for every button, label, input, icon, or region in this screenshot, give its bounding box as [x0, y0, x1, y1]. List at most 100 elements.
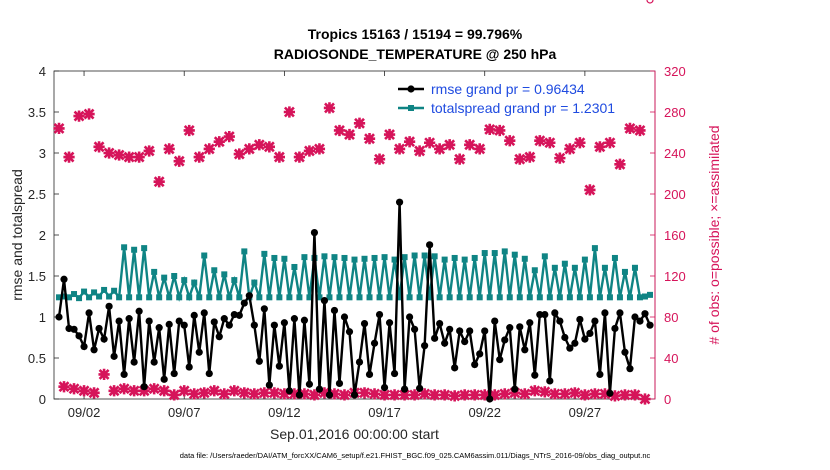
totalspread-point: [106, 293, 113, 300]
obs-assimilated-marker: [108, 385, 120, 397]
obs-assimilated-marker: [158, 385, 170, 397]
rmse-point: [461, 338, 469, 346]
obs-assimilated-marker: [333, 124, 346, 137]
rmse-point: [476, 350, 484, 358]
rmse-series: [55, 198, 654, 403]
legend-spread-marker: [408, 105, 414, 111]
obs-assimilated-marker: [308, 389, 321, 401]
totalspread-point: [346, 294, 353, 301]
obs-assimilated-marker: [283, 106, 296, 118]
y-tick-label: 1.5: [28, 269, 46, 284]
rmse-point: [551, 309, 559, 317]
obs-assimilated-marker: [579, 389, 591, 401]
rmse-point: [255, 357, 263, 365]
rmse-point: [90, 346, 98, 354]
rmse-point: [506, 324, 514, 332]
totalspread-point: [321, 253, 328, 260]
obs-assimilated-marker: [614, 158, 626, 170]
rmse-point: [285, 387, 293, 395]
totalspread-point: [316, 294, 323, 301]
rmse-point: [260, 305, 268, 313]
obs-assimilated-marker: [388, 389, 401, 401]
totalspread-point: [141, 245, 148, 252]
rmse-point: [621, 348, 629, 356]
rmse-point: [486, 395, 494, 403]
totalspread-point: [296, 294, 303, 301]
obs-possible-marker: [646, 0, 654, 4]
obs-assimilated-marker: [248, 388, 260, 400]
rmse-point: [225, 321, 233, 329]
obs-assimilated-marker: [193, 151, 205, 163]
totalspread-point: [446, 294, 453, 301]
obs-assimilated-marker: [338, 389, 351, 401]
rmse-point: [330, 306, 339, 315]
totalspread-point: [631, 264, 638, 271]
totalspread-point: [101, 286, 108, 293]
obs-assimilated-marker: [278, 388, 291, 400]
rmse-point: [295, 391, 304, 399]
rmse-point: [315, 385, 324, 393]
totalspread-point: [61, 293, 68, 300]
rmse-point: [120, 370, 128, 378]
y-right-tick-label: 280: [664, 105, 686, 120]
totalspread-point: [236, 294, 243, 301]
totalspread-point: [396, 294, 403, 301]
rmse-point: [365, 370, 374, 378]
x-axis-label: Sep.01,2016 00:00:00 start: [270, 426, 439, 442]
obs-assimilated-marker: [499, 388, 511, 400]
rmse-point: [385, 319, 394, 327]
totalspread-point: [161, 274, 168, 281]
obs-assimilated-marker: [353, 117, 366, 129]
totalspread-point: [551, 264, 558, 271]
totalspread-point: [271, 254, 278, 261]
x-tick-label: 09/02: [68, 405, 101, 420]
rmse-point: [210, 318, 218, 326]
obs-assimilated-marker: [434, 143, 446, 155]
obs-assimilated-marker: [479, 389, 491, 401]
rmse-point: [320, 297, 329, 305]
totalspread-point: [576, 294, 583, 301]
obs-assimilated-marker: [263, 141, 275, 153]
obs-assimilated-marker: [323, 102, 336, 114]
rmse-point: [125, 315, 133, 323]
totalspread-point: [306, 294, 313, 301]
y-right-tick-label: 240: [664, 146, 686, 161]
obs-assimilated-marker: [328, 388, 341, 400]
rmse-point: [576, 315, 584, 324]
totalspread-point: [251, 279, 258, 286]
obs-assimilated-marker: [449, 390, 461, 402]
totalspread-point: [231, 277, 238, 284]
rmse-point: [220, 315, 228, 323]
obs-assimilated-marker: [569, 387, 581, 399]
rmse-point: [626, 365, 634, 373]
rmse-point: [95, 324, 103, 333]
obs-assimilated-marker: [123, 151, 135, 163]
rmse-point: [601, 309, 609, 317]
totalspread-point: [76, 295, 83, 302]
totalspread-point: [336, 294, 343, 301]
totalspread-point: [641, 293, 648, 300]
totalspread-point: [351, 256, 358, 263]
rmse-point: [235, 311, 243, 319]
obs-assimilated-marker: [83, 108, 95, 120]
rmse-point: [411, 325, 419, 333]
obs-assimilated-marker: [103, 147, 115, 159]
obs-assimilated-marker: [233, 148, 245, 160]
legend-rmse-label: rmse grand pr = 0.96434: [431, 81, 585, 97]
rmse-point: [265, 381, 273, 389]
totalspread-point: [646, 291, 653, 298]
rmse-point: [616, 309, 624, 317]
totalspread-point: [71, 291, 78, 298]
obs-assimilated-marker: [629, 389, 641, 401]
rmse-point: [175, 317, 183, 325]
totalspread-point: [496, 294, 503, 301]
obs-assimilated-marker: [589, 388, 601, 400]
rmse-point: [115, 317, 123, 325]
obs-assimilated-marker: [78, 385, 90, 397]
obs-assimilated-marker: [393, 143, 406, 155]
rmse-point: [571, 339, 579, 347]
obs-assimilated-marker: [223, 130, 235, 143]
totalspread-point: [211, 267, 218, 274]
chart-title-line-2: RADIOSONDE_TEMPERATURE @ 250 hPa: [273, 46, 557, 62]
y-tick-label: 4: [39, 64, 46, 79]
